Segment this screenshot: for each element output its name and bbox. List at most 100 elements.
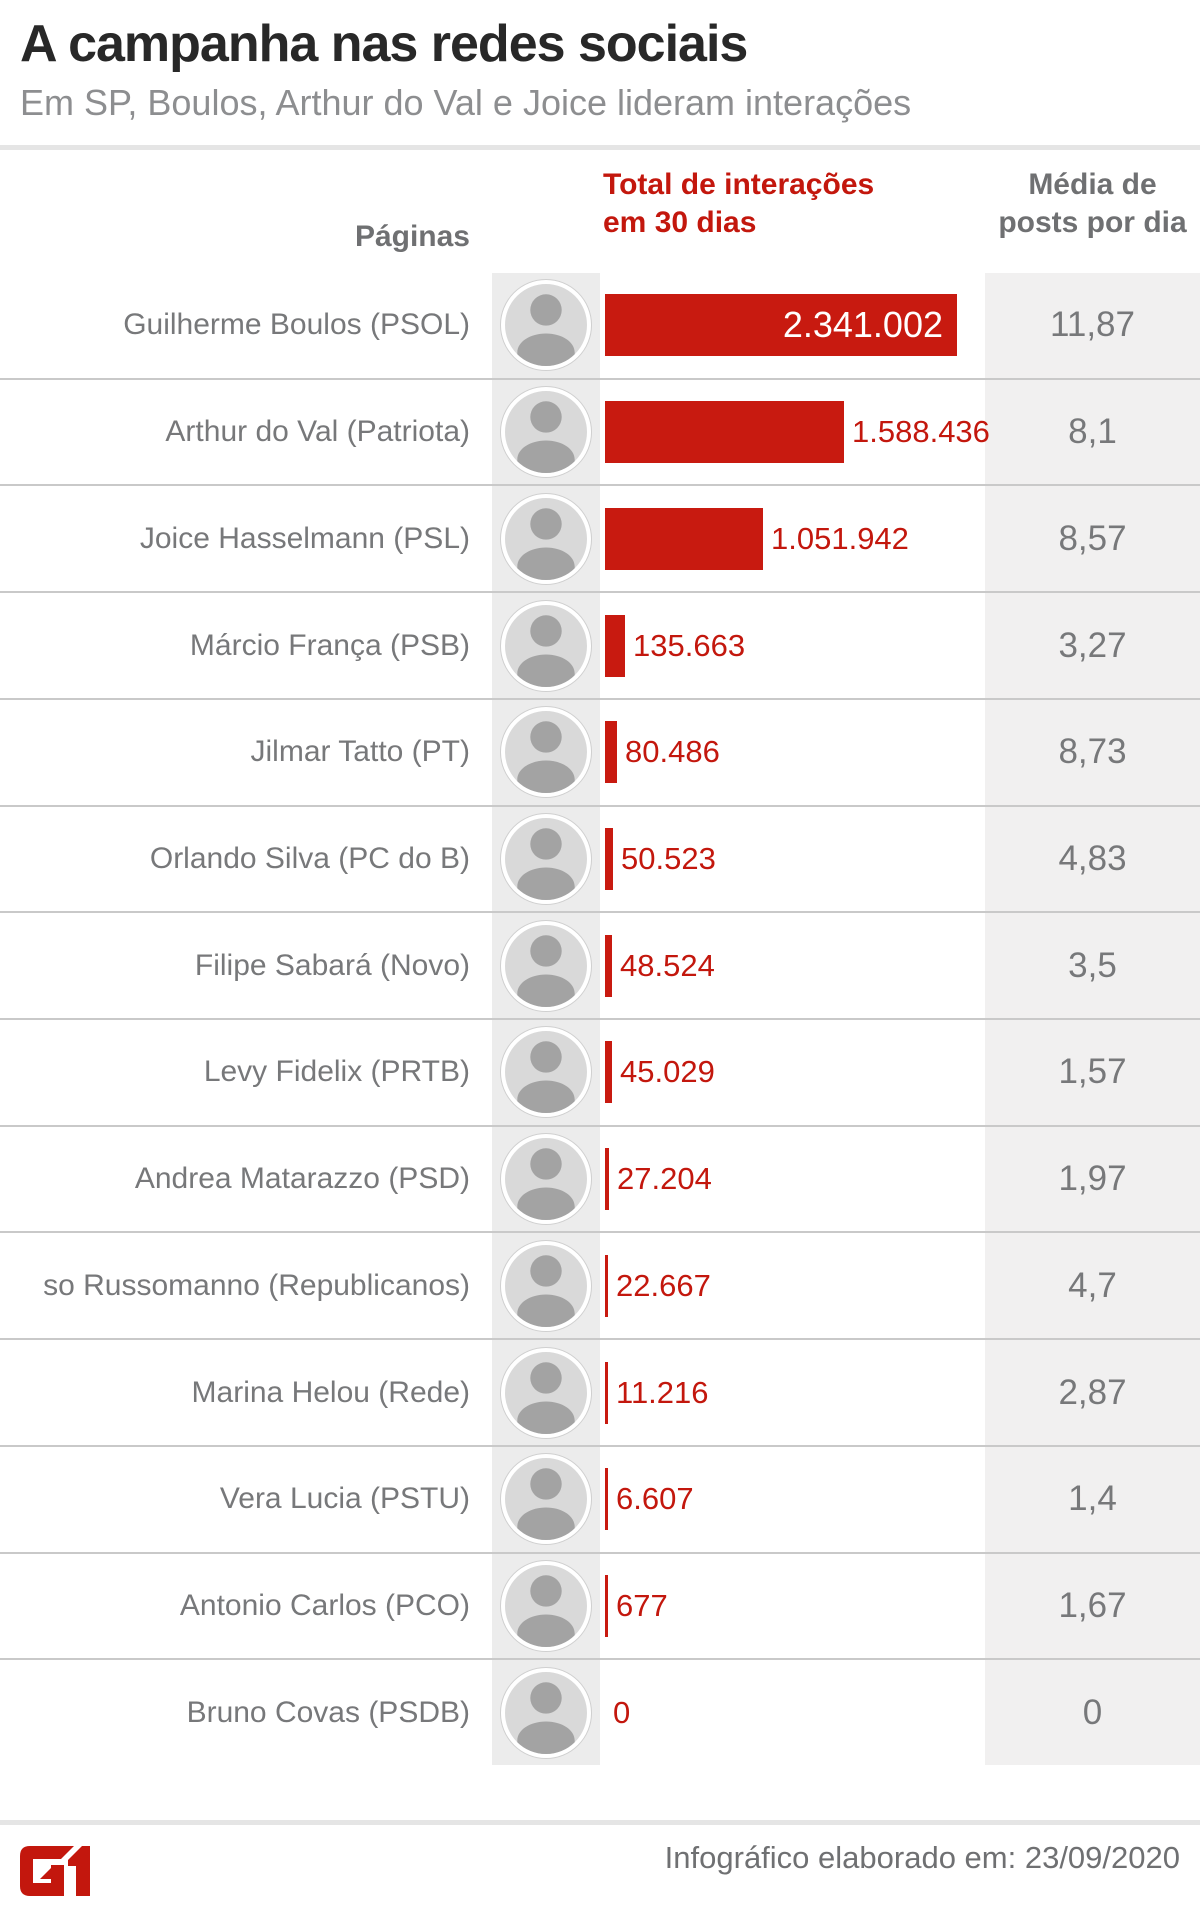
person-silhouette-icon xyxy=(517,1041,575,1114)
chart-row: Guilherme Boulos (PSOL) 2.341.002 11,87 xyxy=(0,273,1200,380)
interaction-bar xyxy=(605,934,612,997)
footer-note: Infográfico elaborado em: 23/09/2020 xyxy=(664,1840,1180,1875)
avatar xyxy=(501,1560,591,1651)
person-silhouette-icon xyxy=(517,1468,575,1541)
chart-row: Arthur do Val (Patriota) 1.588.436 8,1 xyxy=(0,380,1200,487)
interaction-bar xyxy=(605,614,625,677)
bar-area: 80.486 xyxy=(605,700,1200,805)
interaction-bar: 2.341.002 xyxy=(605,294,957,357)
bar-area: 48.524 xyxy=(605,913,1200,1018)
candidate-label: Filipe Sabará (Novo) xyxy=(194,948,470,982)
column-header-interactions-line2: em 30 dias xyxy=(603,206,757,239)
page-subtitle: Em SP, Boulos, Arthur do Val e Joice lid… xyxy=(20,82,912,123)
interaction-bar xyxy=(605,827,613,890)
avg-posts-value: 3,5 xyxy=(1068,945,1117,985)
bar-area: 22.667 xyxy=(605,1233,1200,1338)
person-silhouette-icon xyxy=(517,294,575,367)
interaction-bar xyxy=(605,401,844,464)
interaction-bar xyxy=(605,721,617,784)
chart-row: Márcio França (PSB) 135.663 3,27 xyxy=(0,593,1200,700)
avatar xyxy=(501,920,591,1011)
candidate-label: Jilmar Tatto (PT) xyxy=(250,735,470,769)
column-header-interactions-line1: Total de interações xyxy=(603,168,875,201)
chart-row: Orlando Silva (PC do B) 50.523 4,83 xyxy=(0,807,1200,914)
avatar xyxy=(501,493,591,584)
interaction-bar xyxy=(605,1574,608,1637)
g1-logo xyxy=(20,1846,90,1896)
avg-posts-value: 2,87 xyxy=(1058,1372,1127,1412)
interaction-value: 48.524 xyxy=(620,947,715,983)
interaction-value: 677 xyxy=(616,1587,668,1623)
header-divider xyxy=(0,145,1200,150)
avg-posts-value: 1,97 xyxy=(1058,1159,1127,1199)
interaction-value: 135.663 xyxy=(633,627,746,663)
avg-posts-value: 1,57 xyxy=(1058,1052,1127,1092)
avg-posts-value: 8,73 xyxy=(1058,732,1127,772)
bar-area: 27.204 xyxy=(605,1127,1200,1232)
bar-area: 0 xyxy=(605,1660,1200,1765)
avg-posts-value: 1,4 xyxy=(1068,1479,1117,1519)
candidate-label: Joice Hasselmann (PSL) xyxy=(139,521,470,555)
candidate-label: Guilherme Boulos (PSOL) xyxy=(123,308,470,342)
avatar xyxy=(501,1027,591,1118)
interaction-value: 1.588.436 xyxy=(852,414,990,450)
avatar xyxy=(501,1347,591,1438)
avatar xyxy=(501,600,591,691)
person-silhouette-icon xyxy=(517,934,575,1007)
avg-posts-value: 4,7 xyxy=(1068,1265,1117,1305)
bar-area: 1.588.436 xyxy=(605,380,1200,485)
interaction-value: 45.029 xyxy=(620,1054,715,1090)
chart-row: Joice Hasselmann (PSL) 1.051.942 8,57 xyxy=(0,486,1200,594)
avg-posts-value: 1,67 xyxy=(1058,1585,1127,1625)
chart-row: so Russomanno (Republicanos) 22.667 4,7 xyxy=(0,1233,1200,1341)
person-silhouette-icon xyxy=(517,401,575,474)
interaction-value: 80.486 xyxy=(625,734,720,770)
avatar xyxy=(501,1134,591,1225)
chart-row: Marina Helou (Rede) 11.216 2,87 xyxy=(0,1340,1200,1447)
candidate-label: so Russomanno (Republicanos) xyxy=(43,1268,470,1302)
column-header-pages: Páginas xyxy=(354,220,470,253)
interaction-value: 11.216 xyxy=(616,1374,709,1410)
avg-posts-value: 8,57 xyxy=(1058,518,1127,558)
bar-area: 2.341.002 xyxy=(605,273,1200,378)
avg-posts-value: 8,1 xyxy=(1068,412,1117,452)
avg-posts-value: 3,27 xyxy=(1058,625,1127,665)
person-silhouette-icon xyxy=(517,614,575,687)
column-header-avg-posts-line2: posts por dia xyxy=(998,206,1187,239)
person-silhouette-icon xyxy=(517,721,575,794)
avatar xyxy=(501,1667,591,1758)
candidate-label: Levy Fidelix (PRTB) xyxy=(203,1055,470,1089)
person-silhouette-icon xyxy=(517,1148,575,1221)
candidate-label: Márcio França (PSB) xyxy=(189,628,470,662)
avg-posts-value: 4,83 xyxy=(1058,838,1127,878)
avatar xyxy=(501,707,591,798)
candidate-label: Andrea Matarazzo (PSD) xyxy=(134,1162,470,1196)
candidate-label: Orlando Silva (PC do B) xyxy=(149,841,470,875)
interaction-value: 0 xyxy=(613,1694,631,1730)
person-silhouette-icon xyxy=(517,1361,575,1434)
avatar xyxy=(501,1454,591,1545)
candidate-label: Marina Helou (Rede) xyxy=(191,1375,470,1409)
column-header-interactions: Total de interações em 30 dias xyxy=(603,166,874,242)
interaction-bar xyxy=(605,1148,609,1211)
avg-posts-value: 11,87 xyxy=(1050,305,1135,345)
chart-row: Vera Lucia (PSTU) 6.607 1,4 xyxy=(0,1447,1200,1554)
bar-area: 45.029 xyxy=(605,1020,1200,1125)
interaction-bar xyxy=(605,1254,608,1317)
avatar xyxy=(501,1240,591,1331)
person-silhouette-icon xyxy=(517,828,575,900)
interaction-value: 22.667 xyxy=(616,1267,711,1303)
person-silhouette-icon xyxy=(517,1681,575,1754)
bar-area: 11.216 xyxy=(605,1340,1200,1445)
chart-rows: Guilherme Boulos (PSOL) 2.341.002 11,87 … xyxy=(0,273,1200,1765)
chart-row: Jilmar Tatto (PT) 80.486 8,73 xyxy=(0,700,1200,807)
person-silhouette-icon xyxy=(517,508,575,580)
chart-row: Antonio Carlos (PCO) 677 1,67 xyxy=(0,1554,1200,1661)
bar-area: 135.663 xyxy=(605,593,1200,698)
person-silhouette-icon xyxy=(517,1575,575,1647)
chart-row: Bruno Covas (PSDB) 0 0 xyxy=(0,1660,1200,1765)
person-silhouette-icon xyxy=(517,1255,575,1327)
interaction-bar xyxy=(605,1361,608,1424)
avatar xyxy=(501,813,591,904)
